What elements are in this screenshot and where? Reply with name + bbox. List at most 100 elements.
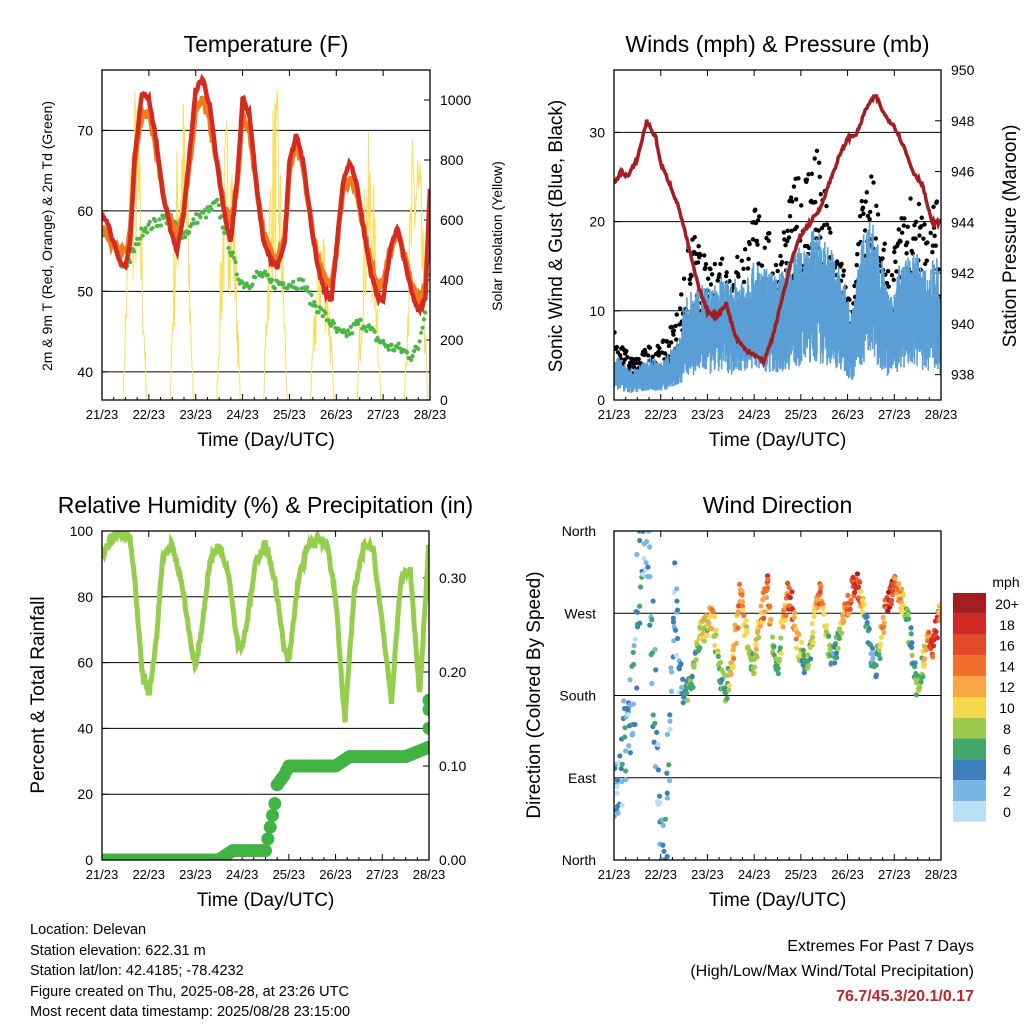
dewpoint-point: [140, 233, 145, 238]
gust-point: [818, 192, 824, 197]
direction-point: [845, 592, 851, 599]
direction-point: [892, 576, 898, 582]
gust-point: [789, 228, 794, 233]
direction-point: [736, 581, 743, 587]
direction-point: [909, 640, 915, 646]
solar-insolation-line: [356, 131, 382, 400]
direction-point: [684, 697, 691, 703]
dewpoint-point: [144, 230, 150, 235]
direction-point: [751, 664, 758, 670]
gust-point: [669, 324, 674, 330]
direction-point: [629, 732, 635, 738]
direction-point: [710, 608, 716, 615]
gust-point: [790, 199, 795, 204]
direction-point: [631, 661, 637, 668]
rain-point: [422, 693, 429, 707]
direction-point: [672, 560, 678, 566]
direction-point: [821, 611, 827, 617]
direction-point: [850, 574, 856, 580]
gust-point: [645, 353, 651, 358]
direction-point: [671, 589, 677, 595]
y-tick-label: 0: [85, 852, 93, 868]
direction-point: [647, 573, 653, 580]
chart-title: Relative Humidity (%) & Precipitation (i…: [58, 492, 473, 518]
direction-point: [810, 629, 816, 635]
direction-point: [841, 618, 847, 624]
y-tick-label: 80: [77, 589, 93, 605]
direction-point: [753, 642, 759, 648]
direction-point: [873, 662, 879, 668]
gust-point: [913, 219, 919, 225]
gust-point: [796, 176, 801, 181]
winds-panel: 21/23 22/23 23/23 24/23 25/23 26/23 27/23 28/23…: [546, 31, 1021, 451]
y-tick-label: 50: [77, 283, 93, 299]
dewpoint-point: [198, 215, 203, 220]
direction-point: [786, 585, 792, 591]
dewpoint-point: [291, 279, 296, 284]
gust-point: [677, 306, 683, 311]
direction-point: [689, 674, 695, 680]
x-tick-label: 25/23: [785, 407, 818, 422]
direction-point: [808, 656, 814, 662]
direction-point: [908, 631, 914, 637]
direction-point: [877, 641, 883, 647]
gust-point: [673, 323, 678, 329]
gust-point: [898, 239, 903, 244]
x-axis-label: Time (Day/UTC): [197, 890, 335, 911]
y-tick-label: East: [568, 770, 596, 786]
y-tick-label: West: [564, 605, 596, 621]
gust-point: [794, 224, 799, 230]
gust-point: [647, 345, 653, 351]
winds-plot: [614, 94, 941, 393]
legend-label: 8: [1003, 721, 1011, 737]
direction-point: [753, 646, 759, 652]
direction-point: [778, 635, 784, 641]
gust-point: [735, 254, 740, 260]
gust-point: [892, 249, 897, 255]
legend-label: 4: [1003, 762, 1011, 778]
x-tick-label: 27/23: [878, 867, 911, 882]
direction-point: [646, 544, 653, 550]
x-tick-label: 27/23: [366, 867, 399, 882]
direction-point: [634, 551, 640, 558]
gust-point: [634, 360, 640, 366]
y-right-tick-label: 400: [440, 272, 464, 288]
direction-point: [762, 609, 768, 615]
gust-point: [712, 261, 718, 267]
dewpoint-point: [386, 347, 391, 352]
direction-point: [799, 639, 805, 646]
gust-point: [912, 223, 917, 228]
y-right-tick-label: 0.30: [439, 570, 466, 586]
direction-point: [778, 650, 784, 656]
direction-point: [880, 614, 886, 621]
gust-point: [719, 256, 725, 261]
x-tick-label: 24/23: [738, 407, 771, 422]
direction-point: [797, 652, 803, 658]
gust-point: [824, 203, 829, 209]
direction-plot: [614, 531, 941, 860]
gust-point: [773, 262, 779, 268]
direction-point: [756, 634, 762, 640]
direction-point: [926, 630, 932, 636]
direction-point: [823, 624, 829, 630]
y-tick-label: 60: [77, 203, 93, 219]
direction-point: [839, 612, 846, 618]
direction-point: [870, 655, 876, 661]
dewpoint-point: [191, 217, 196, 222]
direction-point: [664, 790, 670, 796]
chart-title: Wind Direction: [703, 492, 853, 518]
direction-point: [647, 622, 653, 628]
direction-point: [680, 676, 686, 682]
direction-point: [626, 743, 632, 749]
gust-point: [812, 156, 817, 161]
dewpoint-point: [350, 331, 355, 336]
gust-point: [852, 283, 857, 289]
legend-label: 0: [1003, 804, 1011, 820]
gust-point: [799, 203, 804, 208]
y-right-tick-label: 938: [951, 367, 975, 383]
direction-point: [676, 666, 682, 672]
dewpoint-point: [358, 317, 363, 322]
direction-point: [789, 606, 795, 612]
direction-point: [666, 777, 673, 784]
direction-point: [876, 651, 882, 657]
